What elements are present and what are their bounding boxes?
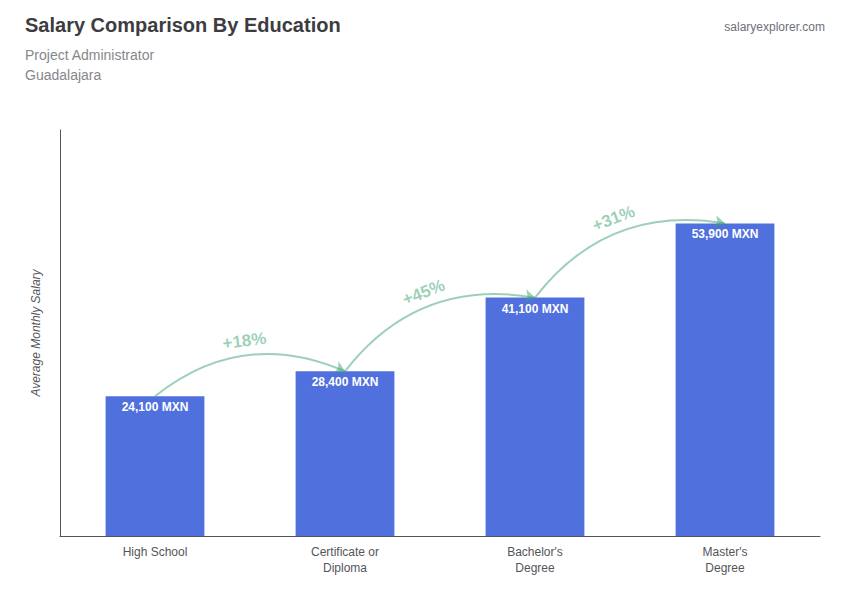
svg-text:24,100 MXN: 24,100 MXN (122, 400, 189, 414)
svg-text:+45%: +45% (400, 276, 448, 310)
svg-text:Degree: Degree (705, 561, 745, 575)
svg-text:Certificate or: Certificate or (311, 545, 379, 559)
svg-text:Average Monthly Salary: Average Monthly Salary (29, 268, 43, 397)
svg-text:Diploma: Diploma (323, 561, 367, 575)
svg-text:Guadalajara: Guadalajara (25, 67, 101, 83)
svg-text:Project Administrator: Project Administrator (25, 47, 154, 63)
svg-text:Salary Comparison By Education: Salary Comparison By Education (25, 14, 341, 36)
svg-text:Bachelor's: Bachelor's (507, 545, 563, 559)
svg-text:28,400 MXN: 28,400 MXN (312, 375, 379, 389)
svg-text:Master's: Master's (703, 545, 748, 559)
svg-text:+18%: +18% (221, 329, 267, 354)
svg-text:High School: High School (123, 545, 188, 559)
svg-text:+31%: +31% (590, 202, 638, 236)
svg-text:41,100 MXN: 41,100 MXN (502, 302, 569, 316)
svg-text:salaryexplorer.com: salaryexplorer.com (724, 20, 825, 34)
svg-text:Degree: Degree (515, 561, 555, 575)
svg-text:53,900 MXN: 53,900 MXN (692, 227, 759, 241)
